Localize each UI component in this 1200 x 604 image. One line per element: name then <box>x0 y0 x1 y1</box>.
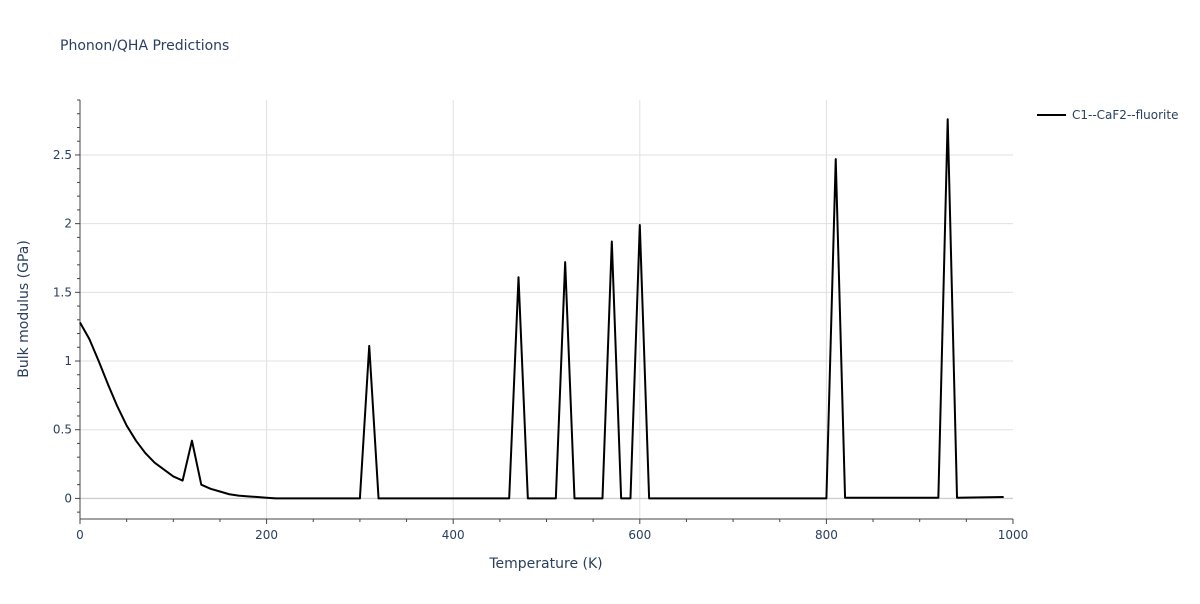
series-layer <box>79 118 1004 500</box>
x-axis-title: Temperature (K) <box>488 556 602 572</box>
legend-label: C1--CaF2--fluorite <box>1072 108 1178 122</box>
y-axis-title: Bulk modulus (GPa) <box>16 240 32 378</box>
legend[interactable]: C1--CaF2--fluorite <box>1037 108 1178 122</box>
y-tick-label: 2 <box>64 217 72 231</box>
y-tick-label: 1 <box>64 354 72 368</box>
y-tick-label: 1.5 <box>53 285 72 299</box>
x-tick-label: 600 <box>628 528 651 542</box>
axes-layer: 0 200 400 600 800 1000 0 0.5 1 1.5 2 2.5 <box>53 99 1029 542</box>
chart-title: Phonon/QHA Predictions <box>60 38 229 54</box>
x-tick-label: 800 <box>815 528 838 542</box>
y-tick-label: 0.5 <box>53 423 72 437</box>
x-tick-label: 200 <box>255 528 278 542</box>
series-line[interactable] <box>79 118 1004 500</box>
x-tick-label: 0 <box>76 528 84 542</box>
y-tick-label: 2.5 <box>53 148 72 162</box>
x-tick-label: 400 <box>442 528 465 542</box>
grid-layer <box>80 100 1013 519</box>
x-tick-label: 1000 <box>998 528 1029 542</box>
y-tick-label: 0 <box>64 491 72 505</box>
